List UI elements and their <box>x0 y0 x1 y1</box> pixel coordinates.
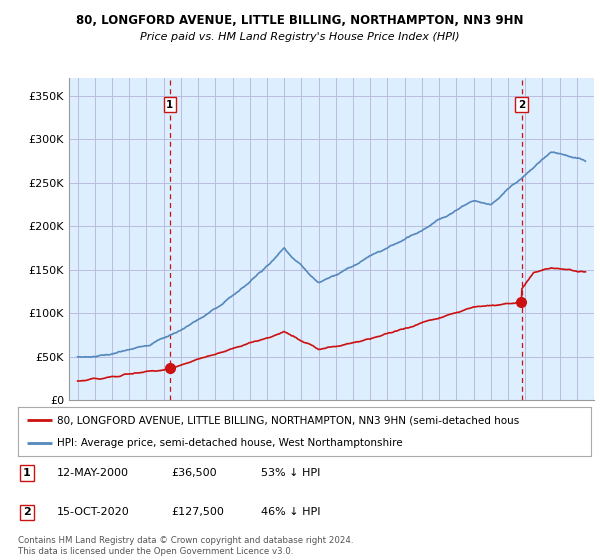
Text: 15-OCT-2020: 15-OCT-2020 <box>57 507 130 517</box>
Text: £127,500: £127,500 <box>171 507 224 517</box>
Text: 1: 1 <box>23 468 31 478</box>
Text: 1: 1 <box>166 100 173 110</box>
Text: HPI: Average price, semi-detached house, West Northamptonshire: HPI: Average price, semi-detached house,… <box>57 438 403 448</box>
Text: 12-MAY-2000: 12-MAY-2000 <box>57 468 129 478</box>
Text: 2: 2 <box>23 507 31 517</box>
Text: £36,500: £36,500 <box>171 468 217 478</box>
Text: 80, LONGFORD AVENUE, LITTLE BILLING, NORTHAMPTON, NN3 9HN (semi-detached hous: 80, LONGFORD AVENUE, LITTLE BILLING, NOR… <box>57 416 519 426</box>
Text: 46% ↓ HPI: 46% ↓ HPI <box>261 507 320 517</box>
Text: Price paid vs. HM Land Registry's House Price Index (HPI): Price paid vs. HM Land Registry's House … <box>140 32 460 42</box>
Text: 2: 2 <box>518 100 525 110</box>
Text: 53% ↓ HPI: 53% ↓ HPI <box>261 468 320 478</box>
Text: 80, LONGFORD AVENUE, LITTLE BILLING, NORTHAMPTON, NN3 9HN: 80, LONGFORD AVENUE, LITTLE BILLING, NOR… <box>76 14 524 27</box>
Text: Contains HM Land Registry data © Crown copyright and database right 2024.
This d: Contains HM Land Registry data © Crown c… <box>18 536 353 556</box>
